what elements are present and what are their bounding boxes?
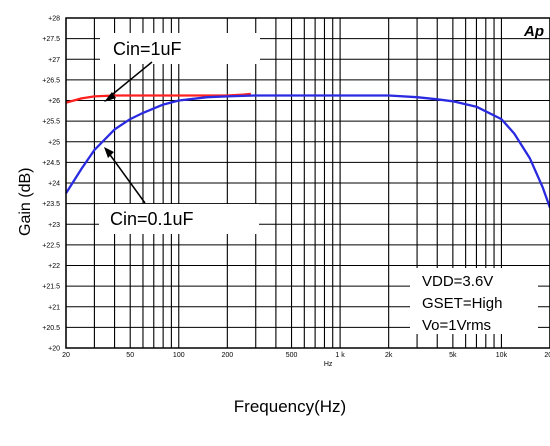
annotation-box-cin-1uf xyxy=(100,33,260,64)
x-tick-label: 1 k xyxy=(335,352,345,359)
y-tick-label: +20.5 xyxy=(42,325,60,332)
x-tick-label: 20k xyxy=(544,352,550,359)
x-tick-label: 5k xyxy=(449,352,457,359)
x-tick-label: 10k xyxy=(496,352,508,359)
x-tick-label: 100 xyxy=(173,352,185,359)
y-tick-label: +21.5 xyxy=(42,284,60,291)
brand-logo-text: Ap xyxy=(523,23,544,40)
y-tick-label: +21 xyxy=(48,304,60,311)
annotation-cin-01uf: Cin=0.1uF xyxy=(110,209,194,229)
y-tick-label: +24 xyxy=(48,181,60,188)
annotations-layer: Cin=1uF Cin=0.1uF VDD=3.6V GSET=High Vo=1Vrm… xyxy=(99,33,538,334)
x-tick-label: 200 xyxy=(221,352,233,359)
y-tick-label: +23.5 xyxy=(42,201,60,208)
x-tick-label: 2k xyxy=(385,352,393,359)
x-tick-label: 20 xyxy=(62,352,70,359)
y-tick-label: +24.5 xyxy=(42,160,60,167)
y-tick-label: +27 xyxy=(48,57,60,64)
y-tick-label: +27.5 xyxy=(42,36,60,43)
series-line-cin-1uf xyxy=(65,92,252,104)
annotation-arrowhead-cin-1uf xyxy=(104,92,116,102)
y-tick-label: +25 xyxy=(48,139,60,146)
condition-vdd: VDD=3.6V xyxy=(422,273,493,290)
y-tick-label: +22 xyxy=(48,263,60,270)
y-tick-label: +23 xyxy=(48,222,60,229)
x-axis-unit: Hz xyxy=(324,361,333,368)
annotation-arrow-cin-1uf xyxy=(107,61,153,99)
annotation-arrowhead-cin-01uf xyxy=(104,147,114,158)
annotation-arrow-cin-01uf xyxy=(107,151,146,204)
series-line-cin-01uf xyxy=(65,94,550,209)
condition-gset: GSET=High xyxy=(422,295,502,312)
y-tick-label: +28 xyxy=(48,16,60,23)
x-tick-label: 500 xyxy=(286,352,298,359)
annotation-box-cin-01uf xyxy=(99,204,259,234)
plot-frame xyxy=(65,17,550,349)
y-tick-label: +22.5 xyxy=(42,242,60,249)
y-tick-label: +26 xyxy=(48,98,60,105)
condition-vo: Vo=1Vrms xyxy=(422,317,491,334)
y-axis-label: Gain (dB) xyxy=(17,168,34,236)
annotation-cin-1uf: Cin=1uF xyxy=(113,39,182,59)
y-tick-label: +20 xyxy=(48,346,60,353)
y-tick-label: +25.5 xyxy=(42,119,60,126)
series-layer xyxy=(65,92,550,209)
conditions-box xyxy=(410,268,538,334)
ticks-layer: 20 50 100 200 500 1 k 2k 5k 10k 20k +20 +20.5 +21 +21… xyxy=(42,16,550,360)
x-axis-label: Frequency(Hz) xyxy=(234,397,346,416)
x-tick-label: 50 xyxy=(126,352,134,359)
y-tick-label: +26.5 xyxy=(42,77,60,84)
